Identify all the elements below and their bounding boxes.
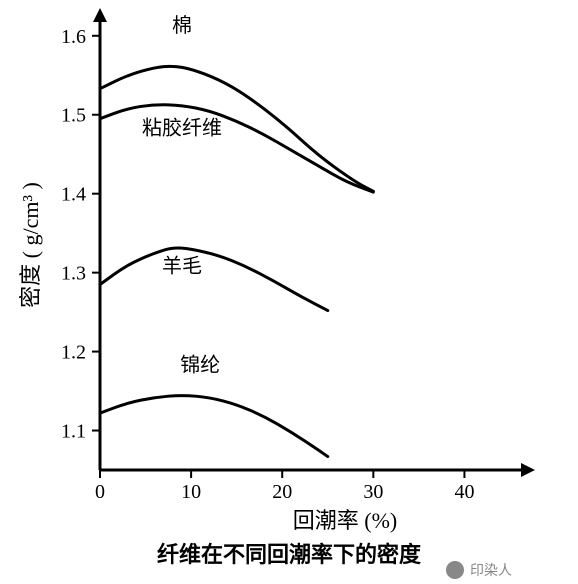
x-tick-label: 0	[95, 481, 105, 503]
series-label-cotton: 棉	[172, 14, 192, 37]
watermark-text: 印染人	[470, 563, 512, 579]
x-tick-label: 20	[272, 481, 292, 503]
y-tick-label: 1.4	[61, 184, 86, 206]
density-vs-moisture-chart: 0 10 20 30 40 1.1 1.2 1.3 1.4 1.5 1.6 棉粘胶纤维羊毛锦纶 回潮…	[0, 0, 578, 584]
series-label-viscose: 粘胶纤维	[142, 116, 222, 139]
chart-caption: 纤维在不同回潮率下的密度	[157, 542, 422, 567]
y-tick-label: 1.6	[61, 26, 86, 48]
watermark: 印染人	[446, 561, 512, 579]
y-tick-label: 1.3	[61, 263, 86, 285]
y-tick-label: 1.2	[61, 342, 86, 364]
tick-labels: 0 10 20 30 40 1.1 1.2 1.3 1.4 1.5 1.6	[61, 26, 474, 503]
series-label-wool: 羊毛	[162, 255, 202, 278]
series-nylon	[100, 396, 328, 457]
series-group	[100, 66, 373, 456]
y-axis-label: 密度 ( g/cm³ )	[18, 182, 43, 308]
x-tick-label: 10	[181, 481, 201, 503]
axes	[93, 8, 535, 477]
x-tick-label: 30	[363, 481, 383, 503]
x-axis-label: 回潮率 (%)	[293, 508, 397, 533]
x-tick-label: 40	[454, 481, 474, 503]
y-tick-label: 1.5	[61, 105, 86, 127]
series-wool	[100, 248, 328, 311]
y-tick-label: 1.1	[61, 421, 86, 443]
series-label-nylon: 锦纶	[180, 353, 220, 376]
series-viscose	[100, 105, 373, 192]
